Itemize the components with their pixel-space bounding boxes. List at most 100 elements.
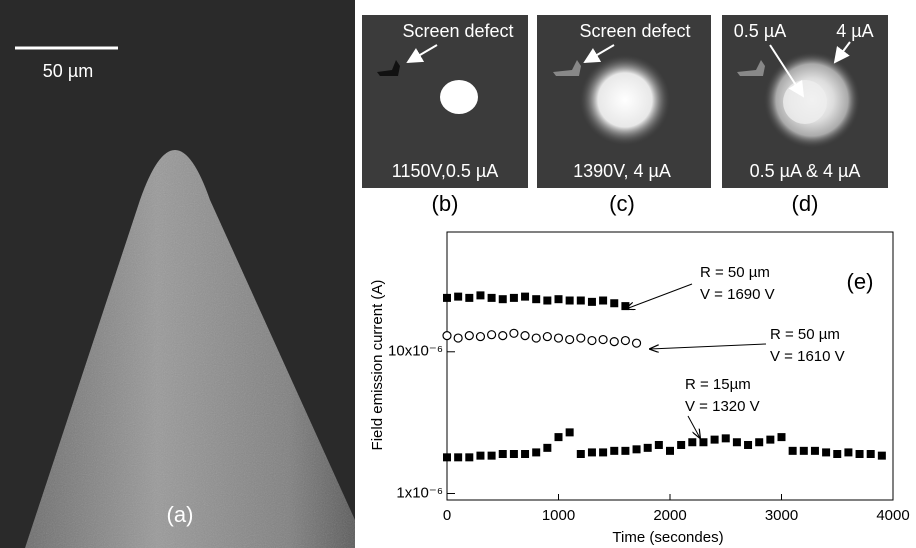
annotation: 1390V, 4 µA — [573, 161, 671, 181]
marker — [632, 445, 641, 454]
marker — [677, 440, 686, 449]
marker — [599, 296, 608, 305]
marker — [587, 335, 597, 346]
marker — [475, 331, 486, 342]
annotation: R = 50 µm — [700, 264, 770, 281]
marker — [443, 293, 451, 302]
marker — [532, 448, 541, 457]
x-tick-label: 1000 — [542, 507, 575, 524]
sem-image — [0, 0, 355, 548]
marker — [509, 450, 518, 459]
marker — [599, 448, 608, 457]
marker — [610, 446, 619, 455]
marker — [621, 302, 630, 311]
annotation: R = 15µm — [685, 376, 751, 393]
marker — [553, 333, 564, 343]
annotation: R = 50 µm — [770, 326, 840, 343]
marker — [454, 292, 463, 301]
marker — [666, 446, 674, 455]
marker — [576, 333, 586, 343]
marker — [531, 333, 541, 343]
marker — [654, 440, 663, 449]
marker — [643, 443, 652, 452]
x-tick-label: 0 — [443, 507, 451, 524]
marker — [788, 446, 797, 455]
panel-label: (c) — [609, 191, 635, 216]
marker — [620, 335, 631, 346]
plot: 0 1000 2000 3000 4000 1x10⁻⁶ 10x10⁻⁶ — [388, 291, 910, 524]
marker — [476, 291, 485, 300]
marker — [520, 331, 530, 341]
arrow — [650, 343, 767, 349]
marker — [766, 435, 775, 444]
marker — [453, 333, 463, 343]
marker — [565, 428, 574, 437]
marker — [464, 331, 474, 341]
arrow — [687, 415, 700, 438]
marker — [587, 448, 596, 457]
annotation: Screen defect — [402, 21, 513, 41]
y-tick-label: 1x10⁻⁶ — [396, 484, 443, 501]
marker — [732, 438, 741, 447]
marker — [877, 451, 886, 460]
marker — [631, 338, 642, 348]
marker — [532, 295, 541, 304]
annotation: V = 1610 V — [770, 348, 845, 365]
marker — [476, 451, 485, 460]
plot-frame — [446, 231, 894, 501]
screen-image — [722, 15, 888, 188]
marker — [554, 433, 563, 442]
y-tick-label: 10x10⁻⁶ — [388, 343, 443, 360]
annotation: V = 1690 V — [700, 286, 775, 303]
marker — [822, 448, 831, 457]
marker — [598, 334, 608, 345]
marker — [498, 295, 507, 304]
marker — [576, 296, 585, 305]
x-tick-label: 4000 — [876, 507, 909, 524]
x-axis-label: Time (secondes) — [612, 529, 723, 546]
marker — [565, 334, 575, 345]
marker — [799, 446, 808, 455]
marker — [509, 293, 518, 302]
annotation: 4 µA — [836, 21, 873, 41]
panel-label: (b) — [432, 191, 459, 216]
annotation: 1150V,0.5 µA — [392, 161, 498, 181]
annotation: 0.5 µA — [734, 21, 786, 41]
annotation: 0.5 µA & 4 µA — [750, 161, 861, 181]
marker — [454, 453, 463, 462]
marker — [777, 433, 786, 442]
marker — [543, 443, 552, 452]
marker — [855, 450, 864, 459]
marker — [587, 297, 596, 306]
marker — [621, 446, 630, 455]
marker — [487, 293, 496, 302]
arrow — [626, 283, 693, 309]
marker — [465, 293, 474, 302]
marker — [487, 451, 496, 460]
marker — [543, 296, 552, 305]
marker — [866, 450, 875, 459]
marker — [699, 438, 708, 447]
marker — [442, 331, 452, 341]
x-tick-label: 2000 — [653, 507, 686, 524]
marker — [744, 440, 753, 449]
marker — [610, 299, 619, 308]
panel-label: (d) — [792, 191, 819, 216]
marker — [576, 450, 585, 459]
marker — [710, 435, 719, 444]
y-axis-label: Field emission current (A) — [369, 280, 386, 451]
screen-image — [537, 15, 711, 188]
panel-label: (e) — [847, 269, 874, 294]
marker — [465, 453, 474, 462]
marker — [844, 448, 853, 457]
annotation: V = 1320 V — [685, 398, 760, 415]
x-tick-label: 3000 — [765, 507, 798, 524]
marker — [810, 446, 819, 455]
marker — [554, 295, 563, 304]
scale-bar-label: 50 µm — [43, 61, 93, 81]
marker — [609, 336, 619, 347]
annotation: Screen defect — [579, 21, 690, 41]
marker — [487, 330, 497, 340]
marker — [833, 450, 842, 459]
